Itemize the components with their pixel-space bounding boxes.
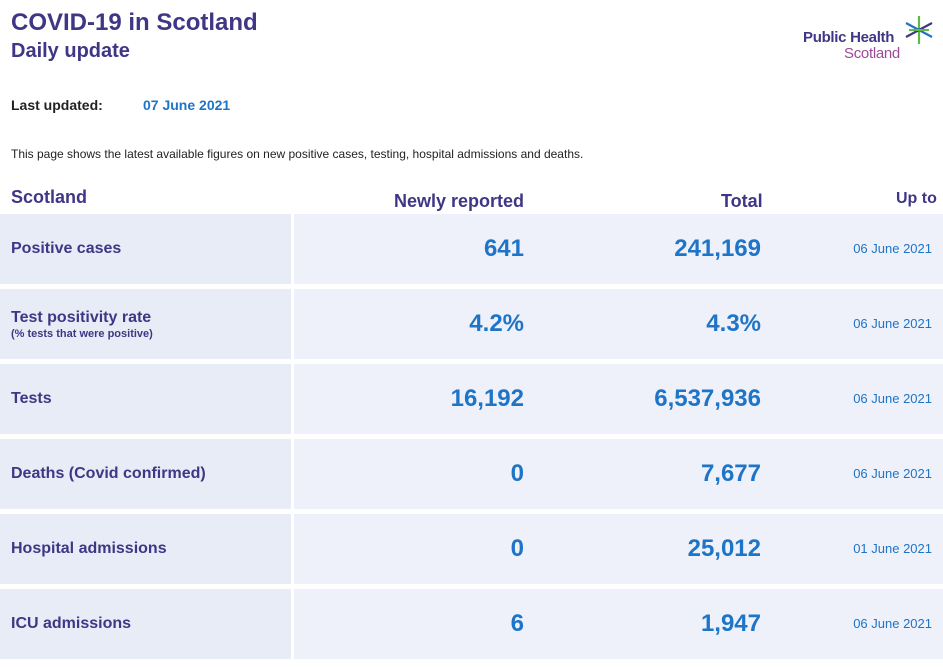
row-label-text: ICU admissions (11, 615, 132, 632)
row-label-cell (0, 589, 291, 659)
row-label: Test positivity rate (% tests that were … (11, 289, 153, 359)
row-value-cell (294, 364, 943, 434)
logo-text-line1: Public Health (803, 29, 895, 46)
column-header-total: Total (721, 191, 763, 211)
table-row-tests: Tests 16,192 6,537,936 06 June 2021 (0, 364, 943, 434)
row-value-cell (294, 514, 943, 584)
newly-reported-value: 641 (483, 235, 524, 262)
table-row-positive-cases: Positive cases 641 241,169 06 June 2021 (0, 214, 943, 284)
newly-reported-value: 0 (510, 460, 524, 487)
logo-text-line2: Scotland (844, 45, 900, 62)
row-label-cell (0, 214, 291, 284)
up-to-date: 01 June 2021 (853, 541, 932, 556)
public-health-scotland-logo[interactable]: Public Health Scotland (803, 14, 938, 66)
last-updated-label: Last updated: (11, 97, 103, 113)
column-header-region: Scotland (11, 187, 88, 207)
row-label-cell (0, 514, 291, 584)
row-sublabel-text: (% tests that were positive) (11, 327, 153, 340)
row-label-text: Deaths (Covid confirmed) (11, 465, 206, 482)
row-value-cell (294, 439, 943, 509)
stats-table: Positive cases 641 241,169 06 June 2021 … (0, 214, 943, 664)
row-label: Deaths (Covid confirmed) (11, 439, 206, 509)
total-value: 241,169 (674, 235, 761, 262)
column-header-up-to: Up to (896, 190, 937, 207)
row-value-cell (294, 589, 943, 659)
row-label: Positive cases (11, 214, 121, 284)
row-label-cell (0, 364, 291, 434)
row-label: Hospital admissions (11, 514, 167, 584)
row-label-text: Tests (11, 390, 52, 407)
logo-star-icon (905, 16, 933, 44)
row-label: Tests (11, 364, 52, 434)
page-subtitle: Daily update (11, 40, 130, 62)
up-to-date: 06 June 2021 (853, 316, 932, 331)
total-value: 6,537,936 (654, 385, 761, 412)
table-row-deaths: Deaths (Covid confirmed) 0 7,677 06 June… (0, 439, 943, 509)
newly-reported-value: 4.2% (469, 310, 524, 337)
last-updated-value: 07 June 2021 (143, 97, 231, 113)
row-label-text: Hospital admissions (11, 540, 167, 557)
row-label-text: Positive cases (11, 240, 122, 257)
up-to-date: 06 June 2021 (853, 391, 932, 406)
up-to-date: 06 June 2021 (853, 616, 932, 631)
total-value: 4.3% (706, 310, 761, 337)
row-label-cell (0, 439, 291, 509)
newly-reported-value: 16,192 (450, 385, 524, 412)
total-value: 7,677 (700, 460, 761, 487)
newly-reported-value: 6 (510, 610, 524, 637)
up-to-date: 06 June 2021 (853, 466, 932, 481)
column-header-newly-reported: Newly reported (394, 191, 525, 211)
table-row-hospital-admissions: Hospital admissions 0 25,012 01 June 202… (0, 514, 943, 584)
up-to-date: 06 June 2021 (853, 241, 932, 256)
row-label: ICU admissions (11, 589, 131, 659)
page-title: COVID-19 in Scotland (11, 9, 258, 36)
row-value-cell (294, 214, 943, 284)
row-value-cell (294, 289, 943, 359)
total-value: 1,947 (700, 610, 761, 637)
newly-reported-value: 0 (510, 535, 524, 562)
row-label-cell (0, 289, 291, 359)
intro-text: This page shows the latest available fig… (11, 147, 584, 161)
table-row-icu-admissions: ICU admissions 6 1,947 06 June 2021 (0, 589, 943, 659)
row-label-text: Test positivity rate (11, 308, 152, 326)
total-value: 25,012 (687, 535, 761, 562)
table-row-test-positivity: Test positivity rate (% tests that were … (0, 289, 943, 359)
